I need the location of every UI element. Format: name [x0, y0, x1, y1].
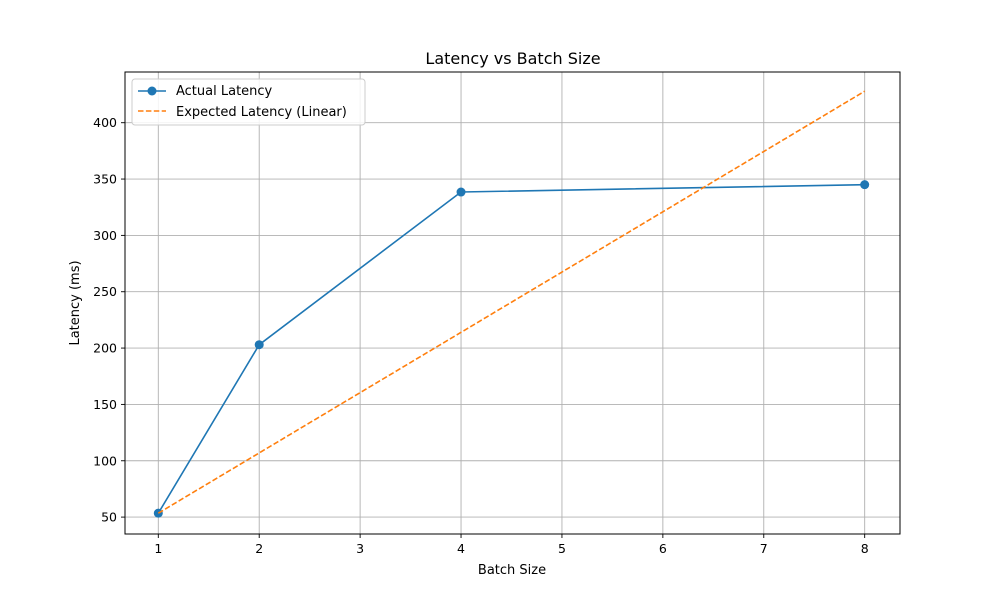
x-tick-label: 3 [356, 541, 364, 556]
plot-frame [124, 71, 901, 535]
x-tick-label: 6 [659, 541, 667, 556]
y-tick-label: 400 [93, 115, 117, 130]
x-tick-label: 1 [154, 541, 162, 556]
y-tick-label: 300 [93, 228, 117, 243]
ticks: 1 2 3 4 5 6 7 8 50 100 150 200 250 300 350 400 [93, 115, 869, 556]
data-point [860, 180, 870, 190]
y-axis-label: Latency (ms) [68, 260, 83, 345]
x-tick-label: 2 [255, 541, 263, 556]
y-tick-label: 200 [93, 341, 117, 356]
legend-marker-actual [147, 86, 157, 96]
chart-title: Latency vs Batch Size [425, 49, 600, 68]
grid [125, 72, 900, 534]
x-axis-label: Batch Size [478, 563, 546, 578]
series-line [157, 90, 866, 514]
data-point [456, 187, 466, 197]
y-tick-label: 50 [101, 510, 117, 525]
x-tick-label: 8 [861, 541, 869, 556]
series-line [157, 183, 865, 514]
y-tick-label: 250 [93, 284, 117, 299]
legend-label-actual: Actual Latency [176, 84, 273, 99]
legend-label-expected: Expected Latency (Linear) [176, 105, 347, 120]
x-tick-label: 4 [457, 541, 465, 556]
series-layer [153, 90, 870, 518]
legend-frame [131, 78, 366, 126]
y-tick-label: 150 [93, 397, 117, 412]
x-tick-label: 7 [760, 541, 768, 556]
y-tick-label: 350 [93, 172, 117, 187]
data-point [254, 340, 264, 350]
y-tick-label: 100 [93, 453, 117, 468]
x-tick-label: 5 [558, 541, 566, 556]
legend: Actual Latency Expected Latency (Linear) [131, 78, 366, 126]
